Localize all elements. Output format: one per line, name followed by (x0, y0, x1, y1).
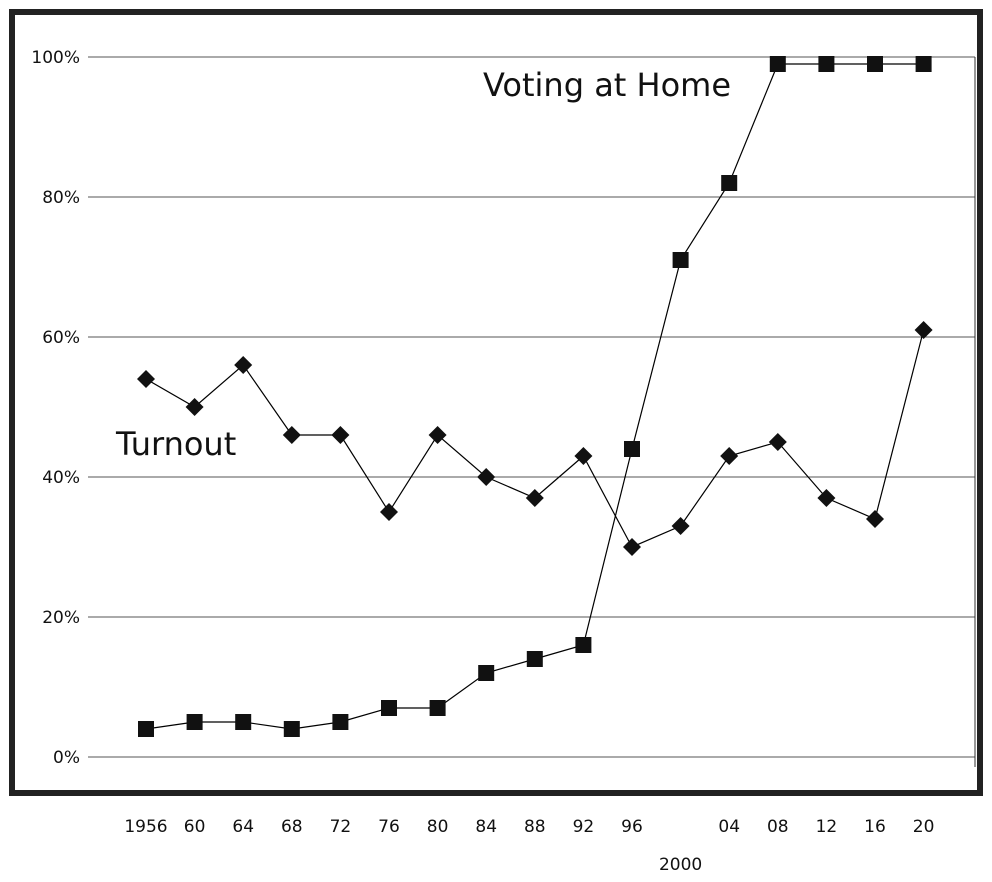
x-tick-label: 2000 (659, 855, 702, 875)
point-voting-at-home (769, 56, 786, 72)
point-voting-at-home (915, 56, 932, 72)
point-voting-at-home (429, 700, 446, 716)
point-turnout (234, 356, 253, 374)
point-turnout (525, 489, 544, 507)
point-voting-at-home (283, 721, 300, 737)
point-voting-at-home (624, 441, 640, 457)
x-tick-label: 04 (718, 817, 740, 837)
x-tick-label: 12 (816, 817, 838, 837)
y-tick-label: 100% (31, 48, 80, 68)
point-turnout (477, 468, 496, 486)
point-voting-at-home (138, 721, 154, 737)
series-group (137, 56, 933, 737)
x-tick-label: 16 (864, 817, 886, 837)
x-tick-label: 88 (524, 817, 546, 837)
point-voting-at-home (526, 651, 543, 667)
x-tick-label: 08 (767, 817, 789, 837)
x-tick-label: 68 (281, 817, 303, 837)
point-voting-at-home (575, 637, 592, 653)
point-voting-at-home (381, 700, 397, 716)
x-axis: 1956 60 64 68 72 76 80 84 88 92 96 2000 04 08 12 16 20 (124, 817, 934, 875)
series-label-voting-at-home: Voting at Home (483, 66, 731, 104)
series-line-voting-at-home (145, 63, 924, 730)
y-tick-label: 0% (53, 748, 80, 768)
point-voting-at-home (818, 56, 835, 72)
point-turnout (282, 426, 301, 444)
x-tick-label: 84 (475, 817, 497, 837)
x-tick-label: 72 (330, 817, 352, 837)
point-turnout (914, 321, 933, 339)
y-tick-label: 60% (42, 328, 80, 348)
point-turnout (866, 510, 884, 528)
x-tick-label: 76 (378, 817, 400, 837)
point-turnout (623, 538, 641, 556)
point-voting-at-home (478, 665, 495, 681)
x-tick-label: 60 (184, 817, 206, 837)
point-turnout (720, 447, 739, 465)
point-voting-at-home (672, 252, 689, 268)
point-turnout (137, 370, 155, 388)
point-turnout (671, 517, 690, 535)
y-axis: 0% 20% 40% 60% 80% 100% (31, 48, 80, 768)
y-tick-label: 40% (42, 468, 80, 488)
point-turnout (574, 447, 593, 465)
point-voting-at-home (186, 714, 203, 730)
point-voting-at-home (235, 714, 252, 730)
point-voting-at-home (332, 714, 349, 730)
x-tick-label: 96 (621, 817, 643, 837)
point-turnout (428, 426, 447, 444)
point-turnout (331, 426, 350, 444)
x-tick-label: 92 (573, 817, 595, 837)
series-label-turnout: Turnout (115, 425, 236, 463)
chart-frame (9, 9, 983, 796)
series-line-turnout (145, 329, 925, 548)
point-voting-at-home (721, 175, 738, 191)
x-tick-label: 20 (913, 817, 935, 837)
x-tick-label: 64 (232, 817, 254, 837)
y-tick-label: 80% (42, 188, 80, 208)
x-tick-label: 1956 (124, 817, 167, 837)
point-turnout (768, 433, 787, 451)
point-turnout (380, 503, 398, 521)
x-tick-label: 80 (427, 817, 449, 837)
point-voting-at-home (867, 56, 883, 72)
point-turnout (817, 489, 836, 507)
point-turnout (185, 398, 204, 416)
y-tick-label: 20% (42, 608, 80, 628)
gridlines (88, 56, 976, 767)
